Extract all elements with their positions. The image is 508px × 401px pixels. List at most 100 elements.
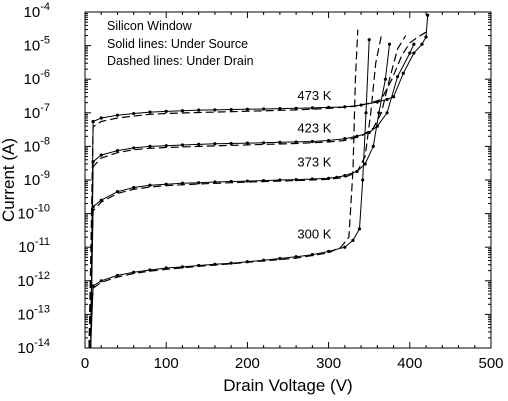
data-point [180,109,185,113]
data-point [343,137,347,141]
data-point [327,138,331,143]
y-tick-label: 10-11 [18,236,50,256]
y-axis-title: Current (A) [0,138,18,222]
data-point [115,190,120,194]
x-tick-label: 500 [478,355,503,372]
data-point [197,142,201,146]
data-point [115,273,120,277]
data-point [180,181,185,185]
data-point [401,71,405,75]
x-axis-title: Drain Voltage (V) [223,376,352,395]
data-point [164,109,168,114]
data-point [164,144,168,148]
data-point [367,38,371,42]
data-point [294,140,298,144]
x-tick-label: 400 [397,355,422,372]
series-labels: 473 K 423 K 373 K 300 K [297,88,331,241]
series-label: 300 K [297,226,331,241]
y-tick-label: 10-13 [17,303,50,323]
data-point [424,35,428,39]
data-point [197,108,201,112]
data-point [91,205,95,209]
legend: Silicon Window Solid lines: Under Source… [107,19,254,68]
data-point [412,51,416,55]
data-point [245,141,249,145]
dashed-series-line [88,35,407,349]
y-tick-label: 10-8 [24,135,50,155]
dashed-series-line [88,29,359,349]
data-point [377,111,381,115]
data-point [351,238,355,242]
solid-series-line [90,39,370,349]
x-tick-label: 0 [81,355,89,372]
y-tick-label: 10-7 [24,102,50,122]
series-label: 423 K [297,120,331,135]
data-point [245,179,249,183]
data-point [229,261,233,265]
x-tick-label: 300 [316,355,341,372]
dashed-series-line [88,31,427,349]
data-point [357,227,362,231]
data-point [213,142,217,146]
data-point [99,153,103,157]
data-point [310,139,314,144]
data-point [148,110,152,114]
data-point [426,13,430,17]
data-point [385,111,389,115]
data-point [412,42,416,46]
data-point [148,144,152,148]
y-tick-label: 10-10 [17,203,50,223]
data-point [387,42,392,46]
series-label: 373 K [297,155,331,170]
data-point [383,77,388,81]
series-label: 473 K [297,88,331,103]
legend-line-3: Dashed lines: Under Drain [107,54,254,68]
data-point [132,146,136,150]
data-point [278,107,282,111]
y-tick-label: 10-6 [24,68,50,88]
data-point [310,106,314,110]
data-point [364,111,368,115]
y-tick-label: 10-5 [24,35,50,55]
data-point [213,108,217,112]
data-point [385,97,389,102]
axis-ticks: 0 100 200 300 400 500 10-14 10-13 10-12 10-11 10-1… [17,1,503,372]
data-point [99,279,103,283]
data-point [132,185,136,190]
x-tick-label: 100 [154,355,179,372]
data-point [361,178,365,182]
y-tick-label: 10-9 [24,169,50,189]
data-point [229,141,233,146]
data-point [294,177,298,182]
data-point [408,51,412,55]
data-point [420,42,424,46]
data-point [132,111,136,116]
data-point [278,256,282,261]
data-point [115,113,120,117]
data-point [91,284,95,288]
data-point [132,270,136,274]
data-point [197,181,201,185]
y-tick-label: 10-12 [17,270,50,290]
data-point [294,106,298,110]
data-point [229,107,233,112]
data-point [115,148,120,153]
data-point [245,107,249,111]
data-point [148,183,152,187]
data-point [99,116,103,120]
data-point [262,107,266,111]
y-tick-label: 10-14 [17,337,50,357]
data-point [91,119,95,124]
data-point [278,140,282,144]
solid-series-line [90,44,390,349]
data-point [363,162,367,166]
x-tick-label: 200 [235,355,260,372]
dashed-series-line [88,35,382,349]
data-point [391,95,396,99]
data-point [91,160,95,164]
data-point [396,74,400,79]
legend-line-1: Silicon Window [107,19,193,33]
data-point [262,141,266,145]
data-point [371,144,375,148]
